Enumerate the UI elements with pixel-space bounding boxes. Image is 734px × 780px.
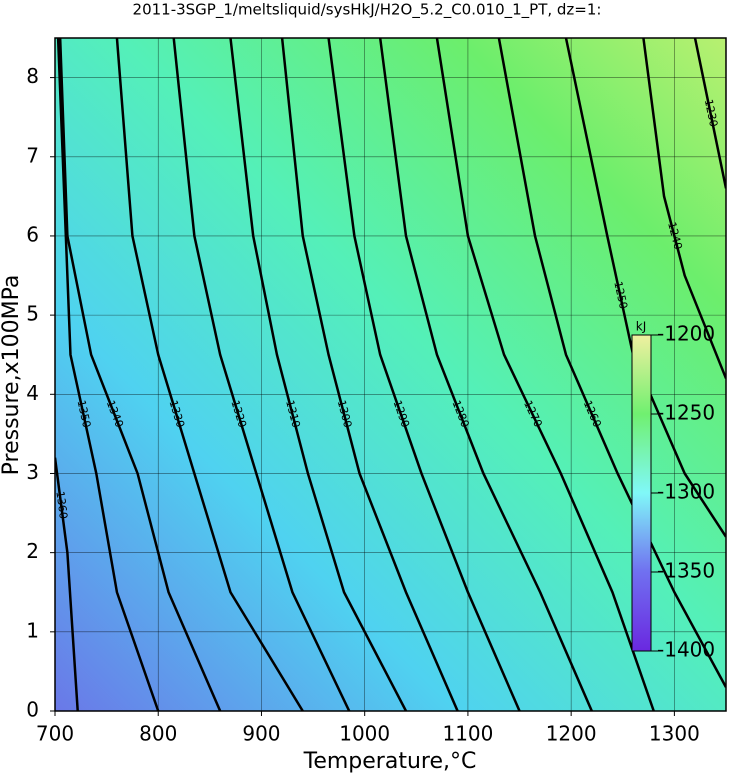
x-tick-label: 1300 bbox=[649, 722, 700, 746]
contour-line bbox=[378, 38, 593, 711]
y-tick-label: 0 bbox=[26, 698, 39, 722]
colorbar-tick-label: -1250 bbox=[657, 401, 715, 425]
y-tick-label: 6 bbox=[26, 222, 39, 246]
y-axis-label: Pressure,x100MPa bbox=[0, 275, 24, 476]
x-tick-label: 1100 bbox=[442, 722, 493, 746]
contour-line bbox=[56, 38, 160, 711]
colorbar-tick-label: -1200 bbox=[657, 322, 715, 346]
contour-label-group: 1230 bbox=[702, 98, 720, 128]
colorbar-tick-label: -1350 bbox=[657, 559, 715, 583]
contour-label-group: 1350 bbox=[75, 399, 94, 429]
contour-line bbox=[280, 38, 459, 711]
x-tick-label: 700 bbox=[36, 722, 74, 746]
x-tick-label: 1200 bbox=[546, 722, 597, 746]
y-tick-label: 2 bbox=[26, 539, 39, 563]
y-tick-label: 7 bbox=[26, 143, 39, 167]
contour-label-group: 1250 bbox=[611, 280, 630, 310]
contour-label-group: 1360 bbox=[53, 490, 70, 519]
plot-background bbox=[55, 38, 726, 711]
contour-line bbox=[642, 38, 726, 379]
plot-frame bbox=[54, 37, 727, 712]
contour-label: 1250 bbox=[611, 280, 630, 310]
y-tick-label: 8 bbox=[26, 64, 39, 88]
x-tick-label: 900 bbox=[242, 722, 280, 746]
contour-label: 1350 bbox=[75, 399, 94, 429]
colorbar-tick-label: -1400 bbox=[657, 638, 715, 662]
y-tick-label: 5 bbox=[26, 302, 39, 326]
contour-line bbox=[229, 38, 408, 711]
x-axis-label: Temperature,°C bbox=[303, 749, 477, 774]
contour-line bbox=[497, 38, 726, 688]
y-tick-label: 3 bbox=[26, 460, 39, 484]
contour-line bbox=[172, 38, 351, 711]
contour-line bbox=[115, 38, 304, 711]
y-tick-label: 4 bbox=[26, 381, 39, 405]
chart-title: 2011-3SGP_1/meltsliquid/sysHkJ/H2O_5.2_C… bbox=[133, 1, 602, 20]
contour-line bbox=[327, 38, 521, 711]
contour-line bbox=[55, 457, 79, 711]
contour-line bbox=[435, 38, 655, 711]
colorbar bbox=[631, 334, 652, 652]
colorbar-label: kJ bbox=[636, 320, 647, 334]
colorbar-tick-label: -1300 bbox=[657, 480, 715, 504]
contour-line bbox=[693, 38, 726, 189]
x-tick-label: 1000 bbox=[339, 722, 390, 746]
contour-label: 1230 bbox=[702, 98, 720, 128]
contour-line bbox=[58, 38, 222, 711]
x-tick-label: 800 bbox=[139, 722, 177, 746]
y-tick-label: 1 bbox=[26, 618, 39, 642]
contour-label: 1360 bbox=[53, 490, 70, 519]
